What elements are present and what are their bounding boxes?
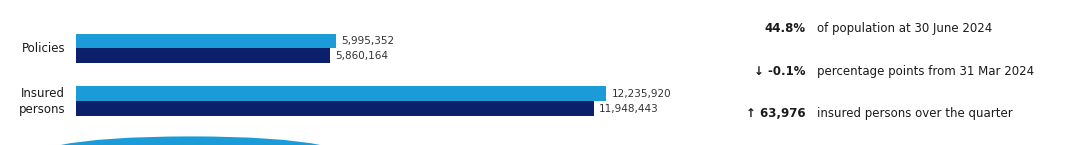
Text: 12,235,920: 12,235,920 — [611, 89, 671, 99]
Text: 11,948,443: 11,948,443 — [599, 104, 659, 114]
Text: ↑ 63,976: ↑ 63,976 — [746, 107, 805, 120]
Text: percentage points from 31 Mar 2024: percentage points from 31 Mar 2024 — [817, 65, 1034, 78]
Text: 5,860,164: 5,860,164 — [335, 51, 388, 61]
Text: 5,995,352: 5,995,352 — [341, 36, 395, 46]
Text: 44.8%: 44.8% — [764, 22, 805, 35]
Bar — [76, 101, 594, 116]
Bar — [76, 33, 336, 48]
Bar — [76, 48, 330, 63]
FancyBboxPatch shape — [14, 136, 366, 145]
Bar — [76, 86, 606, 101]
Text: Insured
persons: Insured persons — [18, 87, 65, 116]
Text: Policies: Policies — [22, 42, 65, 55]
Text: of population at 30 June 2024: of population at 30 June 2024 — [817, 22, 992, 35]
Text: insured persons over the quarter: insured persons over the quarter — [817, 107, 1012, 120]
Text: ↓ -0.1%: ↓ -0.1% — [753, 65, 805, 78]
